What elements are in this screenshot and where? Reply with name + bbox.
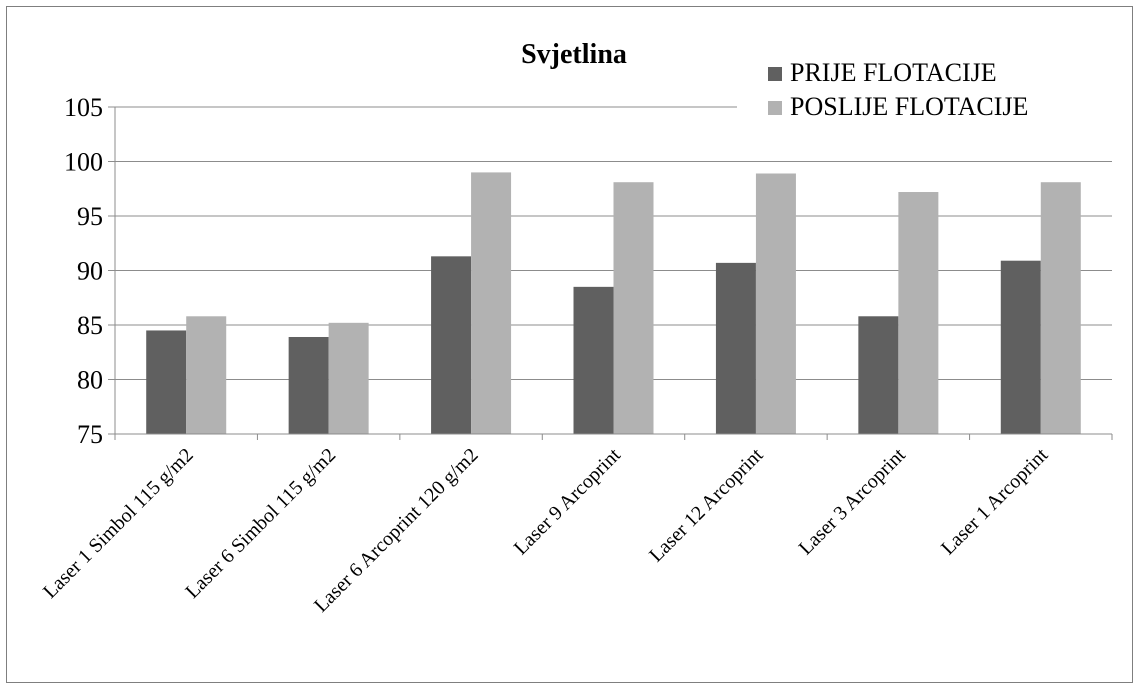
axes — [114, 107, 1113, 440]
x-category-label: Laser 1 Simbol 115 g/m2 — [39, 444, 198, 603]
x-category-label: Laser 9 Arcoprint — [510, 444, 626, 560]
chart-title: Svjetlina — [521, 39, 627, 70]
y-tick-label: 85 — [77, 311, 103, 340]
bar-poslije — [755, 173, 796, 435]
bars — [146, 172, 1081, 435]
legend-swatch — [768, 101, 782, 115]
bar-prije — [431, 256, 472, 434]
bar-prije — [715, 262, 756, 434]
bar-prije — [573, 286, 614, 434]
y-tick-label: 95 — [77, 202, 103, 231]
y-tick-labels: 75 80 85 90 95 100 105 — [64, 93, 103, 449]
x-category-label: Laser 12 Arcoprint — [645, 444, 768, 567]
x-category-label: Laser 6 Arcoprint 120 g/m2 — [310, 444, 483, 617]
y-tick-label: 105 — [64, 93, 103, 122]
bar-prije — [288, 336, 329, 434]
bar-prije — [146, 330, 187, 434]
y-tick-label: 75 — [77, 420, 103, 449]
bar-poslije — [898, 192, 939, 434]
bar-prije — [1000, 260, 1041, 434]
bar-poslije — [186, 316, 227, 434]
y-tick-label: 100 — [64, 148, 103, 177]
bar-poslije — [471, 172, 512, 434]
legend-label: PRIJE FLOTACIJE — [790, 58, 997, 87]
legend: PRIJE FLOTACIJE POSLIJE FLOTACIJE — [737, 56, 1113, 130]
bar-poslije — [1040, 182, 1081, 434]
x-category-label: Laser 6 Simbol 115 g/m2 — [181, 444, 340, 603]
legend-box — [737, 56, 1113, 130]
legend-label: POSLIJE FLOTACIJE — [790, 92, 1028, 121]
bar-prije — [858, 316, 899, 434]
bar-poslije — [613, 182, 654, 434]
y-tick-label: 90 — [77, 257, 103, 286]
bar-poslije — [328, 322, 369, 434]
x-category-label: Laser 3 Arcoprint — [795, 444, 911, 560]
x-category-label: Laser 1 Arcoprint — [937, 444, 1053, 560]
legend-swatch — [768, 67, 782, 81]
y-tick-label: 80 — [77, 366, 103, 395]
